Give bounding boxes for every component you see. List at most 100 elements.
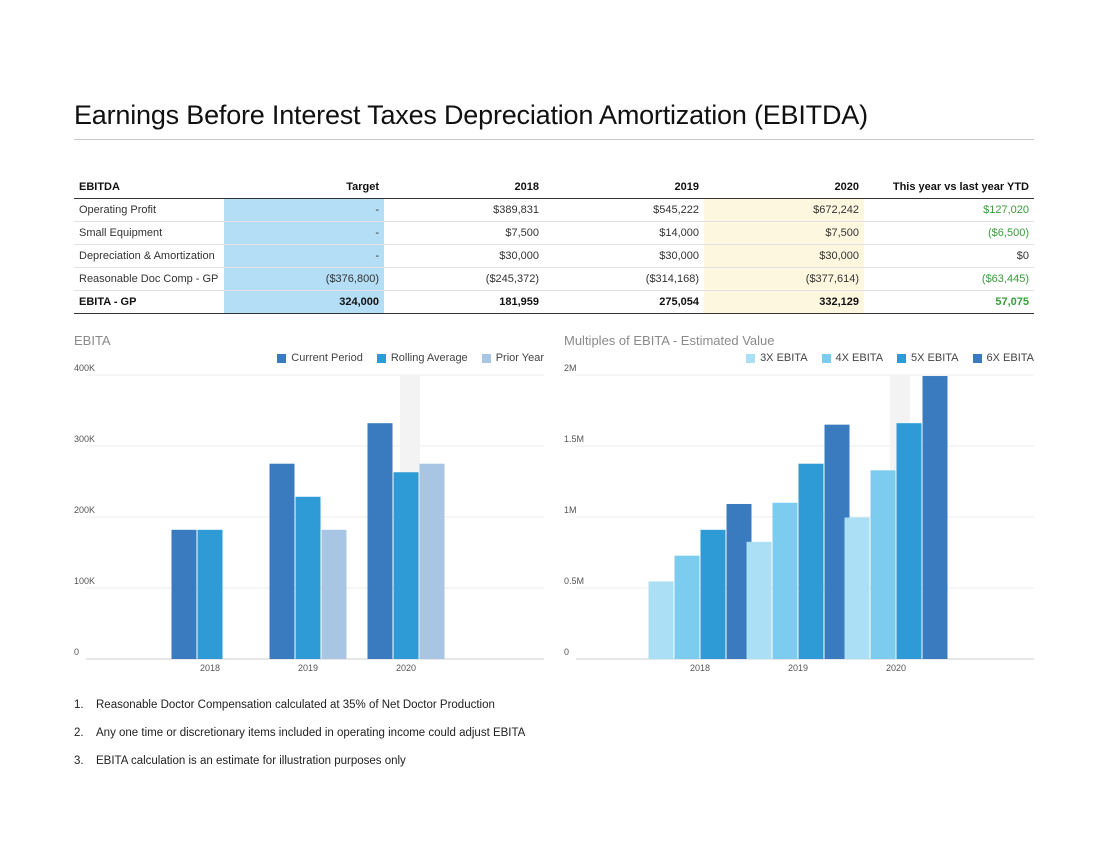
cell-2020: $7,500 [704, 221, 864, 245]
y-tick-label: 0 [564, 647, 569, 657]
ebitda-table: EBITDA Target 2018 2019 2020 This year v… [74, 176, 1034, 314]
cell-target: - [224, 244, 384, 268]
bar-rolling-average-2018[interactable] [197, 529, 223, 659]
bar-5x-ebita-2018[interactable] [700, 529, 726, 659]
x-tick-label: 2020 [396, 663, 416, 673]
bar-4x-ebita-2020[interactable] [870, 470, 896, 659]
cell-yoy: 57,075 [864, 290, 1034, 314]
footnote-item: 3. EBITA calculation is an estimate for i… [74, 751, 525, 779]
y-tick-label: 300K [74, 434, 95, 444]
bar-current-period-2018[interactable] [171, 529, 197, 659]
y-tick-label: 200K [74, 505, 95, 515]
cell-label: Operating Profit [74, 198, 224, 222]
cell-2018: ($245,372) [384, 267, 544, 291]
cell-2018: 181,959 [384, 290, 544, 314]
cell-label: Depreciation & Amortization [74, 244, 224, 268]
footnote-text: Reasonable Doctor Compensation calculate… [96, 699, 495, 711]
ebita-bar-chart: 0 100K 200K 300K 400K 2018 2019 2020 [74, 363, 544, 673]
cell-2020: ($377,614) [704, 267, 864, 291]
bar-5x-ebita-2019[interactable] [798, 463, 824, 659]
table-row: Small Equipment - $7,500 $14,000 $7,500 ($6,5… [74, 221, 1034, 245]
multiples-bar-chart: 0 0.5M 1M 1.5M 2M 2018 2019 2020 [564, 363, 1034, 673]
x-tick-label: 2018 [690, 663, 710, 673]
cell-2019: $30,000 [544, 244, 704, 268]
y-tick-label: 1M [564, 505, 577, 515]
cell-2019: $545,222 [544, 198, 704, 222]
footnote-text: Any one time or discretionary items incl… [96, 727, 526, 739]
bar-prior-year-2019[interactable] [321, 529, 347, 659]
bar-rolling-average-2020[interactable] [393, 472, 419, 659]
cell-2019: ($314,168) [544, 267, 704, 291]
legend-swatch [277, 353, 287, 363]
legend-swatch [481, 353, 491, 363]
legend-swatch [821, 353, 831, 363]
cell-target: - [224, 198, 384, 222]
legend-item[interactable]: 6X EBITA [972, 352, 1034, 364]
cell-2020: 332,129 [704, 290, 864, 314]
cell-yoy: $0 [864, 244, 1034, 268]
legend-swatch [746, 353, 756, 363]
ebita-chart-title: EBITA [74, 333, 111, 348]
y-tick-label: 400K [74, 363, 95, 373]
column-header-2019: 2019 [544, 176, 704, 199]
column-header-2018: 2018 [384, 176, 544, 199]
cell-2020: $30,000 [704, 244, 864, 268]
cell-yoy: ($63,445) [864, 267, 1034, 291]
legend-swatch [972, 353, 982, 363]
bar-4x-ebita-2019[interactable] [772, 502, 798, 659]
multiples-chart-legend: 3X EBITA 4X EBITA 5X EBITA 6X EBITA [746, 352, 1034, 364]
bar-3x-ebita-2019[interactable] [746, 541, 772, 659]
legend-item[interactable]: 3X EBITA [746, 352, 808, 364]
footnote-item: 2. Any one time or discretionary items in… [74, 723, 525, 751]
footnotes: 1. Reasonable Doctor Compensation calcula… [74, 695, 525, 779]
bar-current-period-2019[interactable] [269, 463, 295, 659]
column-header-yoy: This year vs last year YTD [864, 176, 1034, 199]
legend-item[interactable]: Current Period [277, 352, 363, 364]
legend-item[interactable]: Rolling Average [376, 352, 468, 364]
cell-label: Reasonable Doc Comp - GP [74, 267, 224, 291]
x-tick-label: 2018 [200, 663, 220, 673]
table-header-row: EBITDA Target 2018 2019 2020 This year v… [74, 176, 1034, 199]
legend-swatch [376, 353, 386, 363]
multiples-chart-title: Multiples of EBITA - Estimated Value [564, 333, 775, 348]
legend-label: 3X EBITA [760, 352, 808, 364]
cell-yoy: ($6,500) [864, 221, 1034, 245]
column-header-2020: 2020 [704, 176, 864, 199]
ebita-chart-legend: Current Period Rolling Average Prior Year [277, 352, 544, 364]
legend-swatch [897, 353, 907, 363]
cell-2019: 275,054 [544, 290, 704, 314]
bar-6x-ebita-2020[interactable] [922, 376, 948, 659]
bar-5x-ebita-2020[interactable] [896, 423, 922, 659]
legend-item[interactable]: Prior Year [481, 352, 544, 364]
x-tick-label: 2019 [298, 663, 318, 673]
column-header-target: Target [224, 176, 384, 199]
legend-label: 6X EBITA [986, 352, 1034, 364]
legend-item[interactable]: 5X EBITA [897, 352, 959, 364]
table-row: Depreciation & Amortization - $30,000 $30,0… [74, 244, 1034, 268]
bar-prior-year-2020[interactable] [419, 463, 445, 659]
y-tick-label: 0 [74, 647, 79, 657]
column-header-ebitda: EBITDA [74, 176, 224, 199]
cell-yoy: $127,020 [864, 198, 1034, 222]
footnote-number: 1. [74, 699, 84, 711]
footnote-item: 1. Reasonable Doctor Compensation calcula… [74, 695, 525, 723]
page-title: Earnings Before Interest Taxes Depreciat… [74, 100, 868, 130]
title-divider [74, 139, 1034, 140]
cell-2018: $30,000 [384, 244, 544, 268]
legend-label: Prior Year [495, 352, 544, 364]
bar-3x-ebita-2018[interactable] [648, 581, 674, 659]
cell-target: - [224, 221, 384, 245]
bar-current-period-2020[interactable] [367, 423, 393, 659]
y-tick-label: 1.5M [564, 434, 584, 444]
bar-rolling-average-2019[interactable] [295, 496, 321, 659]
legend-label: 4X EBITA [835, 352, 884, 364]
legend-item[interactable]: 4X EBITA [821, 352, 884, 364]
cell-2020: $672,242 [704, 198, 864, 222]
bar-3x-ebita-2020[interactable] [844, 517, 870, 659]
y-tick-label: 100K [74, 576, 95, 586]
x-tick-label: 2020 [886, 663, 906, 673]
footnote-text: EBITA calculation is an estimate for ill… [96, 755, 406, 767]
cell-2019: $14,000 [544, 221, 704, 245]
bar-4x-ebita-2018[interactable] [674, 555, 700, 659]
footnote-number: 3. [74, 755, 84, 767]
